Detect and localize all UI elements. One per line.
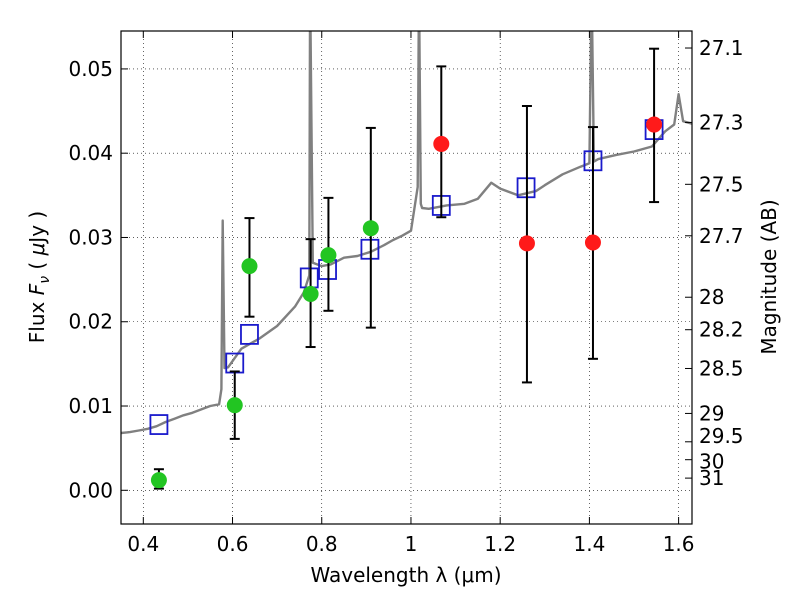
- observed-nir-point: [433, 135, 450, 152]
- x-tick-label: 0.8: [306, 532, 338, 556]
- magnitude-tick-label: 27.1: [699, 36, 744, 60]
- y-tick-label: 0.03: [68, 225, 113, 249]
- magnitude-tick-label: 27.7: [699, 224, 744, 248]
- y-tick-label: 0.02: [68, 310, 113, 334]
- y-axis-title-part: F: [25, 283, 49, 295]
- observed-nir-point: [584, 234, 601, 251]
- observed-optical-point: [362, 220, 379, 237]
- y-axis-title-part: Flux: [25, 295, 49, 343]
- magnitude-tick-label: 29.5: [699, 424, 744, 448]
- y-tick-label: 0.04: [68, 141, 113, 165]
- magnitude-tick-label: 27.3: [699, 110, 744, 134]
- y-axis-title-part: μ: [25, 243, 49, 257]
- magnitude-tick-label: 28.2: [699, 318, 744, 342]
- y-tick-label: 0.05: [68, 57, 113, 81]
- x-tick-label: 1.4: [573, 532, 605, 556]
- x-tick-label: 1.6: [663, 532, 695, 556]
- y-axis-title-part: ν: [37, 276, 53, 284]
- magnitude-axis-title: Magnitude (AB): [757, 199, 781, 354]
- magnitude-tick-label: 28: [699, 285, 724, 309]
- y-tick-label: 0.01: [68, 394, 113, 418]
- observed-optical-point: [302, 285, 319, 302]
- tick-layer: 0.4 0.6 0.8 1 1.2 1.4 1.6 0.00 0.01 0.02 0.03 0.04 0…: [68, 31, 744, 556]
- x-axis-title: Wavelength λ (μm): [310, 563, 501, 587]
- magnitude-tick-label: 31: [699, 466, 724, 490]
- observed-nir-point: [646, 116, 663, 133]
- y-axis-title-part: (: [25, 255, 49, 276]
- magnitude-tick-label: 30: [699, 450, 724, 474]
- grid-layer: [121, 31, 692, 524]
- observed-nir-point: [518, 235, 535, 252]
- observed-optical-point: [150, 472, 167, 489]
- y-tick-label: 0.00: [68, 478, 113, 502]
- magnitude-tick-label: 28.5: [699, 356, 744, 380]
- observed-optical-point: [320, 247, 337, 264]
- model-photometry-square: [149, 414, 169, 435]
- x-tick-label: 0.4: [127, 532, 159, 556]
- observed-optical-point: [241, 258, 258, 275]
- model-spectrum-line: [121, 31, 692, 435]
- x-tick-label: 1.2: [484, 532, 516, 556]
- y-axis-title-part: Jy ): [25, 211, 49, 245]
- x-tick-label: 1: [405, 532, 418, 556]
- plot-frame: [120, 30, 693, 525]
- data-layer: [121, 31, 692, 490]
- magnitude-tick-label: 27.5: [699, 172, 744, 196]
- observed-optical-point: [226, 397, 243, 414]
- magnitude-tick-label: 29: [699, 401, 724, 425]
- y-axis-title: Flux Fν ( μJy ): [25, 211, 53, 343]
- model-photometry-square: [240, 323, 259, 345]
- x-tick-label: 0.6: [217, 532, 249, 556]
